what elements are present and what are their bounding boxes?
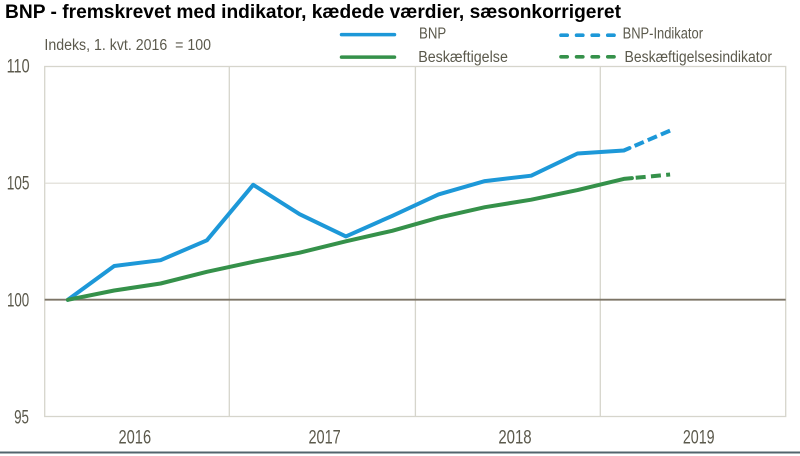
svg-text:2016: 2016 bbox=[119, 427, 152, 448]
svg-text:Beskæftigelse: Beskæftigelse bbox=[418, 49, 508, 66]
svg-text:Beskæftigelsesindikator: Beskæftigelsesindikator bbox=[625, 49, 773, 66]
svg-text:100: 100 bbox=[7, 291, 29, 312]
svg-text:2019: 2019 bbox=[683, 427, 715, 448]
svg-text:BNP: BNP bbox=[419, 26, 446, 43]
svg-text:95: 95 bbox=[14, 408, 29, 429]
svg-text:Indeks, 1. kvt. 2016 = 100: Indeks, 1. kvt. 2016 = 100 bbox=[44, 37, 211, 54]
svg-text:110: 110 bbox=[7, 56, 30, 77]
svg-text:105: 105 bbox=[7, 173, 30, 194]
svg-text:2018: 2018 bbox=[498, 427, 531, 448]
svg-text:BNP-Indikator: BNP-Indikator bbox=[623, 26, 703, 43]
svg-text:2017: 2017 bbox=[308, 427, 340, 448]
svg-text:BNP - fremskrevet med indikato: BNP - fremskrevet med indikator, kædede … bbox=[5, 1, 621, 23]
